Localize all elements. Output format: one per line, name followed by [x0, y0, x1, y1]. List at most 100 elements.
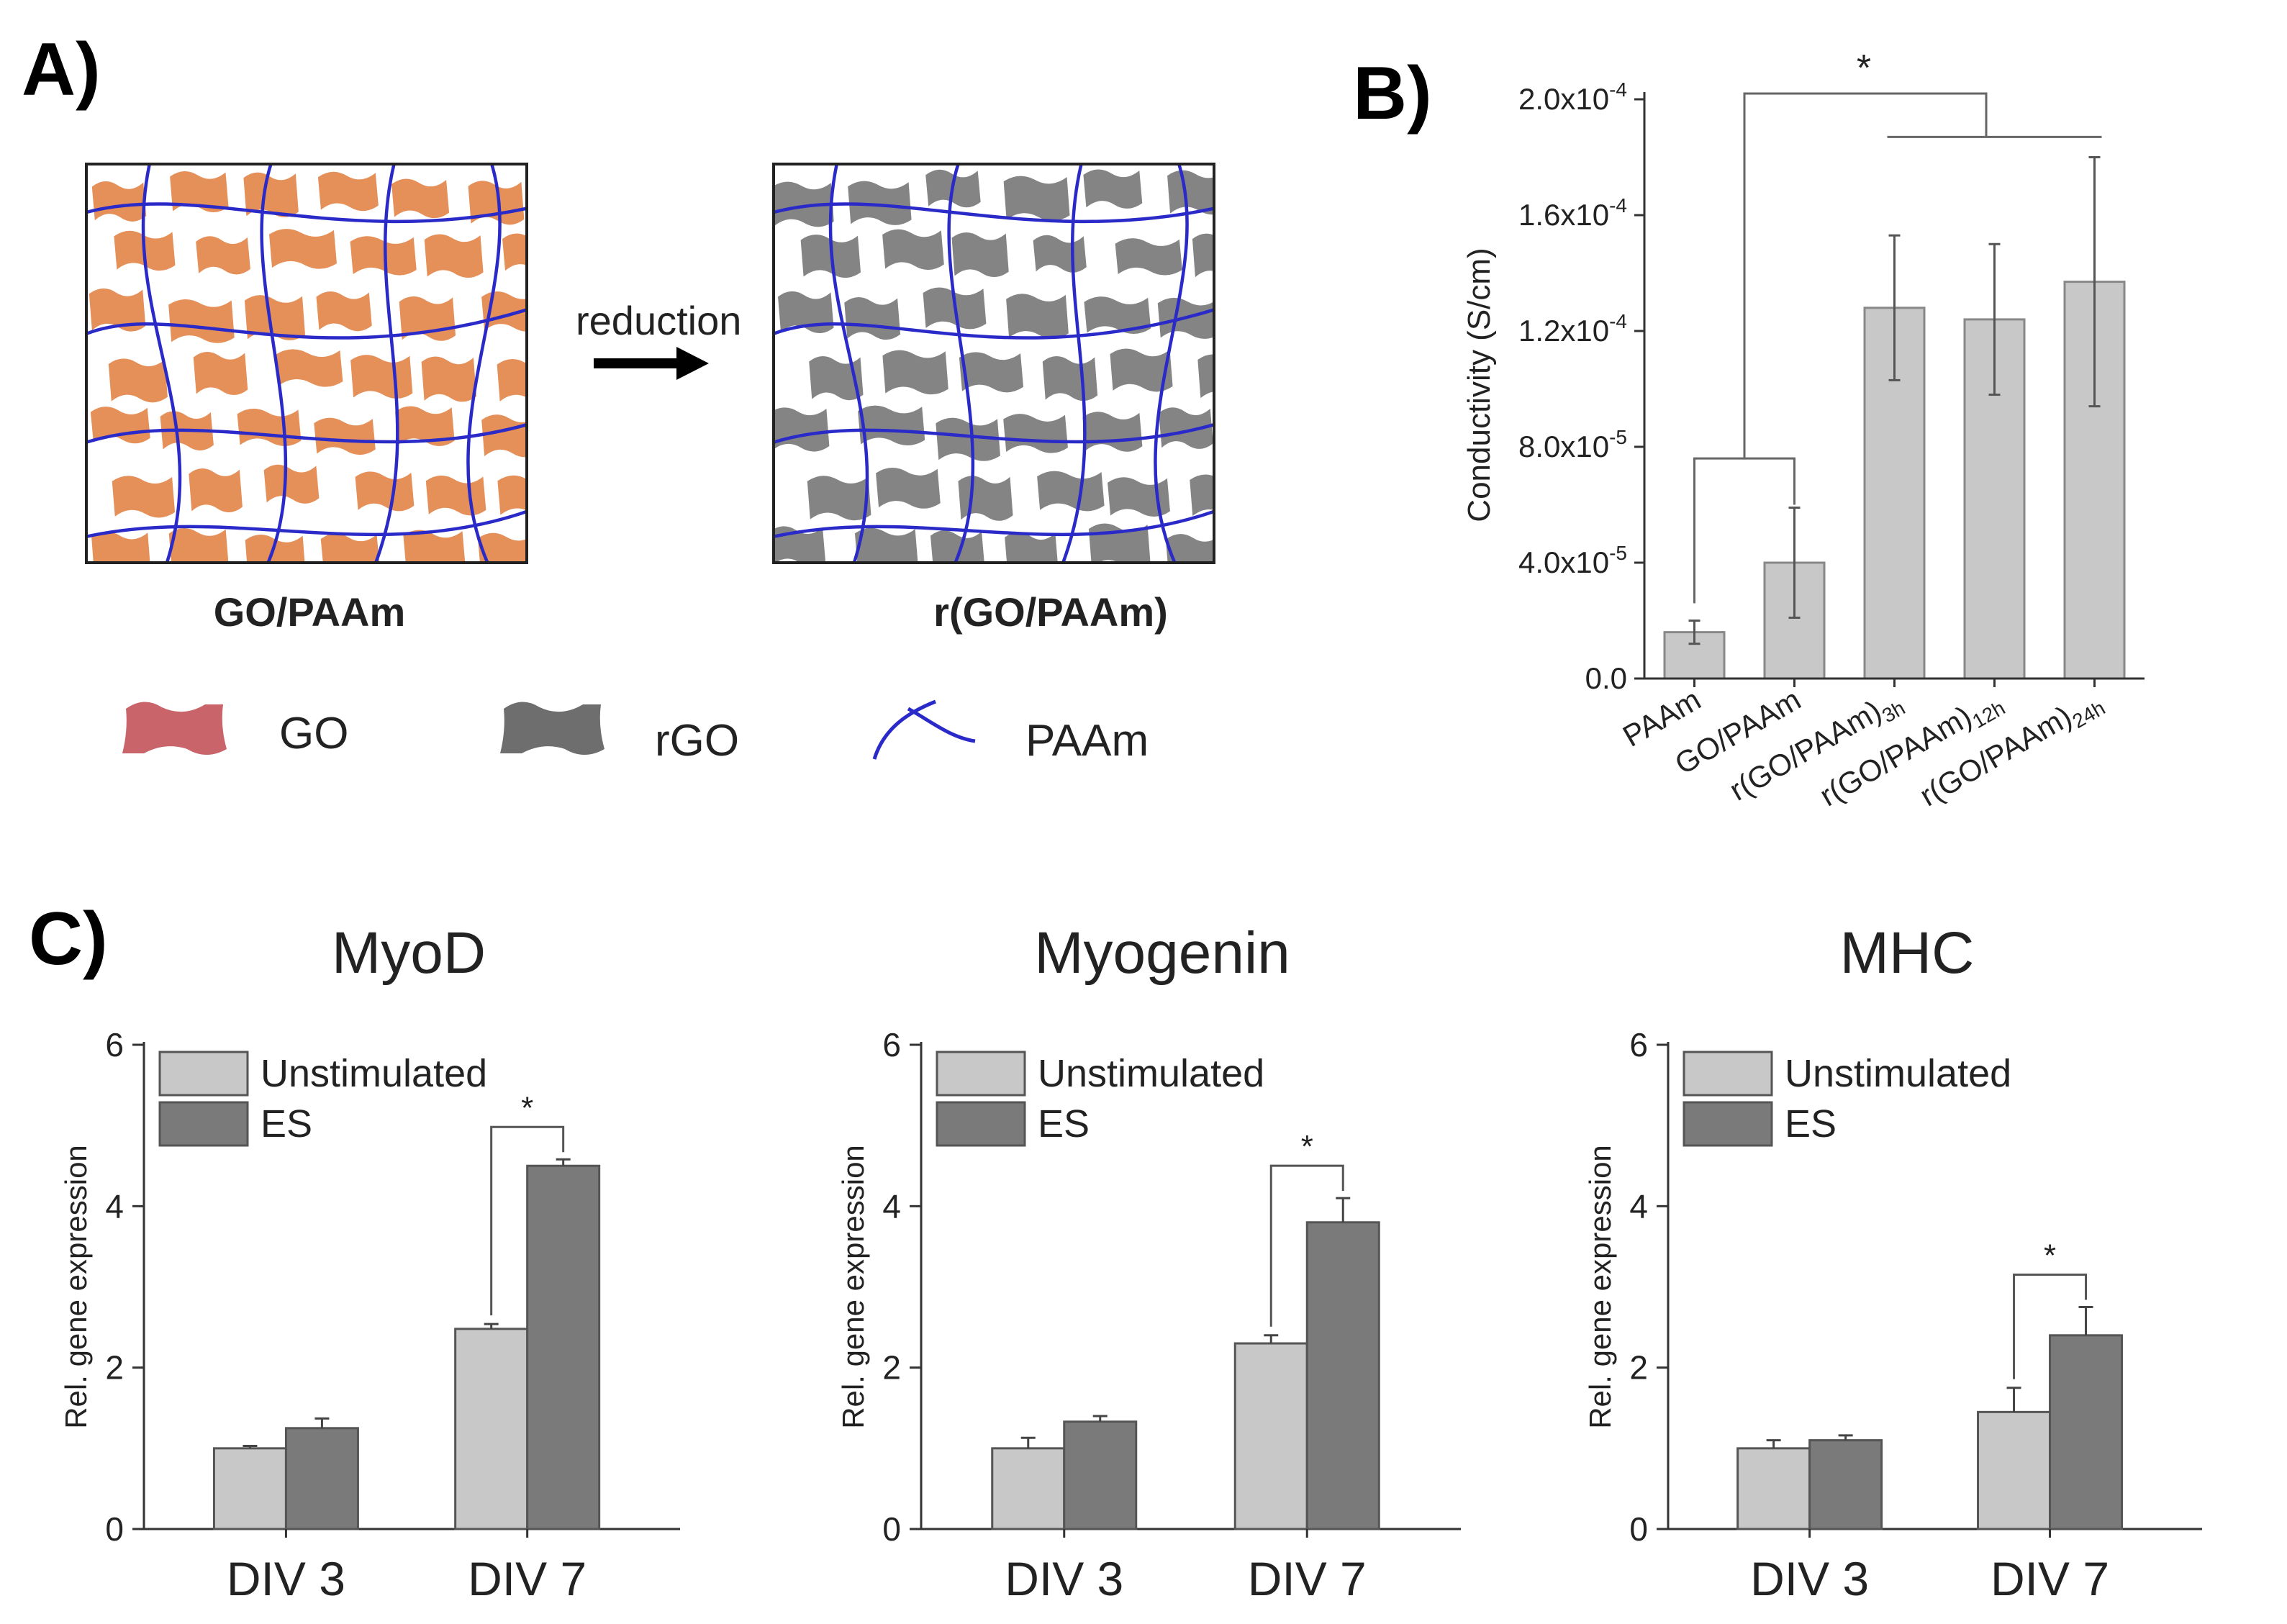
- right-arrow-icon: [676, 347, 709, 380]
- legend-swatch: [936, 1101, 1026, 1147]
- sheet-flake: [193, 352, 248, 396]
- sheet-flake: [244, 295, 306, 340]
- significance-bracket: [490, 1125, 565, 1316]
- es-bar: [1305, 1221, 1380, 1530]
- sheet-flake: [89, 288, 146, 332]
- sheet-flake: [882, 350, 948, 395]
- sheet-flake: [316, 291, 372, 332]
- sheet-flake: [403, 530, 466, 563]
- sheet-flake: [1192, 233, 1214, 278]
- legend-swatch: [158, 1101, 249, 1147]
- go-sheet-icon: [122, 702, 227, 755]
- myod-title: MyoD: [332, 920, 486, 986]
- sheet-flake: [481, 414, 527, 458]
- gene-y-axis-label: Rel. gene expression: [59, 1145, 93, 1429]
- unstimulated-bar: [991, 1447, 1066, 1530]
- sheet-flake: [1110, 348, 1173, 392]
- sheet-flake: [497, 475, 527, 515]
- sheet-flake: [269, 229, 337, 269]
- legend-swatch: [1683, 1101, 1773, 1147]
- sheet-flake: [243, 172, 299, 217]
- sheet-flake: [774, 407, 830, 452]
- y-tick-label: 2: [882, 1349, 901, 1387]
- sheet-flake: [1197, 354, 1214, 399]
- myogenin-title: Myogenin: [1034, 920, 1290, 986]
- sheet-flake: [844, 296, 901, 340]
- reduction-arrow: reduction: [576, 298, 741, 380]
- sheet-flake: [1003, 414, 1068, 453]
- x-tick-label: DIV 3: [1750, 1552, 1869, 1605]
- paam-chain: [774, 308, 1214, 340]
- schematic-legend: GO rGO PAAm: [122, 699, 1149, 766]
- sheet-flake: [1037, 471, 1105, 512]
- sheet-flake: [1082, 412, 1143, 452]
- conductivity-y-axis-label: Conductivity (S/cm): [1462, 248, 1497, 522]
- significance-bracket: [2013, 1274, 2088, 1379]
- paam-chain: [86, 509, 527, 539]
- sheet-flake: [168, 528, 229, 563]
- paam-chain: [947, 164, 975, 563]
- paam-chain: [86, 422, 527, 445]
- legend-label: ES: [261, 1102, 312, 1146]
- sheet-flake: [809, 355, 864, 401]
- panel-label-b: B): [1353, 52, 1432, 135]
- panel-label-a: A): [22, 28, 101, 112]
- sheet-flake: [478, 532, 527, 563]
- sheet-flake: [959, 352, 1024, 393]
- sheet-flake: [1005, 532, 1058, 563]
- y-tick-label: 0.0: [1585, 661, 1627, 695]
- sheet-flake: [1108, 477, 1170, 517]
- legend-swatch: [936, 1051, 1026, 1097]
- y-tick-label: 1.2x10-4: [1518, 310, 1627, 348]
- mhc-title: MHC: [1840, 920, 1975, 986]
- sheet-flake: [1190, 474, 1214, 517]
- x-tick-label: DIV 7: [468, 1552, 587, 1605]
- y-tick-label: 6: [882, 1026, 901, 1063]
- sheet-flake: [1165, 534, 1214, 563]
- go-paam-network-diagram: [85, 163, 528, 564]
- unstimulated-bar: [1977, 1410, 2052, 1530]
- sheet-flake: [91, 181, 147, 222]
- sheet-flake: [1006, 294, 1069, 339]
- sheet-flake: [237, 408, 302, 447]
- y-tick-label: 2.0x10-4: [1518, 78, 1627, 116]
- unstimulated-bar: [1736, 1447, 1811, 1530]
- legend-label: Unstimulated: [261, 1052, 487, 1095]
- y-tick-label: 4: [882, 1187, 901, 1225]
- unstimulated-bar: [454, 1328, 529, 1530]
- sheet-flake: [848, 181, 912, 225]
- paam-chain-icon: [872, 699, 976, 760]
- sheet-flake: [502, 233, 527, 271]
- y-tick-label: 0: [1629, 1510, 1648, 1548]
- legend-label: Unstimulated: [1785, 1052, 2011, 1095]
- x-tick-label: DIV 7: [1991, 1552, 2109, 1605]
- y-tick-label: 4.0x10-5: [1518, 542, 1627, 579]
- sheet-flake: [774, 181, 834, 227]
- paam-chain: [774, 202, 1214, 224]
- y-tick-label: 0: [882, 1510, 901, 1548]
- sheet-flake: [350, 236, 417, 276]
- sheet-flake: [1084, 296, 1151, 335]
- sheet-flake: [112, 476, 176, 518]
- paam-chain: [466, 164, 502, 563]
- y-tick-label: 4: [1629, 1187, 1648, 1225]
- sheet-flake: [1033, 235, 1087, 273]
- sheet-flake: [421, 356, 476, 402]
- legend-paam-label: PAAm: [1025, 716, 1149, 766]
- sheet-flake: [90, 407, 150, 444]
- mhc-bar-chart: MHC 0 2 4 6 Rel. gene expression DIV 3 DIV 7 * U…: [1583, 920, 2202, 1605]
- paam-chain: [828, 164, 869, 563]
- sheet-flake: [196, 236, 250, 275]
- x-tick-label: DIV 3: [1005, 1552, 1123, 1605]
- unstimulated-bar: [1233, 1342, 1308, 1530]
- significance-star: *: [1301, 1129, 1313, 1164]
- legend-rgo-label: rGO: [655, 716, 739, 766]
- significance-star: *: [521, 1090, 533, 1125]
- sheet-flake: [424, 234, 484, 278]
- sheet-flake: [263, 464, 320, 504]
- x-tick-label: DIV 3: [227, 1552, 345, 1605]
- sheet-flake: [1083, 169, 1143, 209]
- paam-chain: [141, 164, 182, 563]
- es-bar: [526, 1164, 601, 1530]
